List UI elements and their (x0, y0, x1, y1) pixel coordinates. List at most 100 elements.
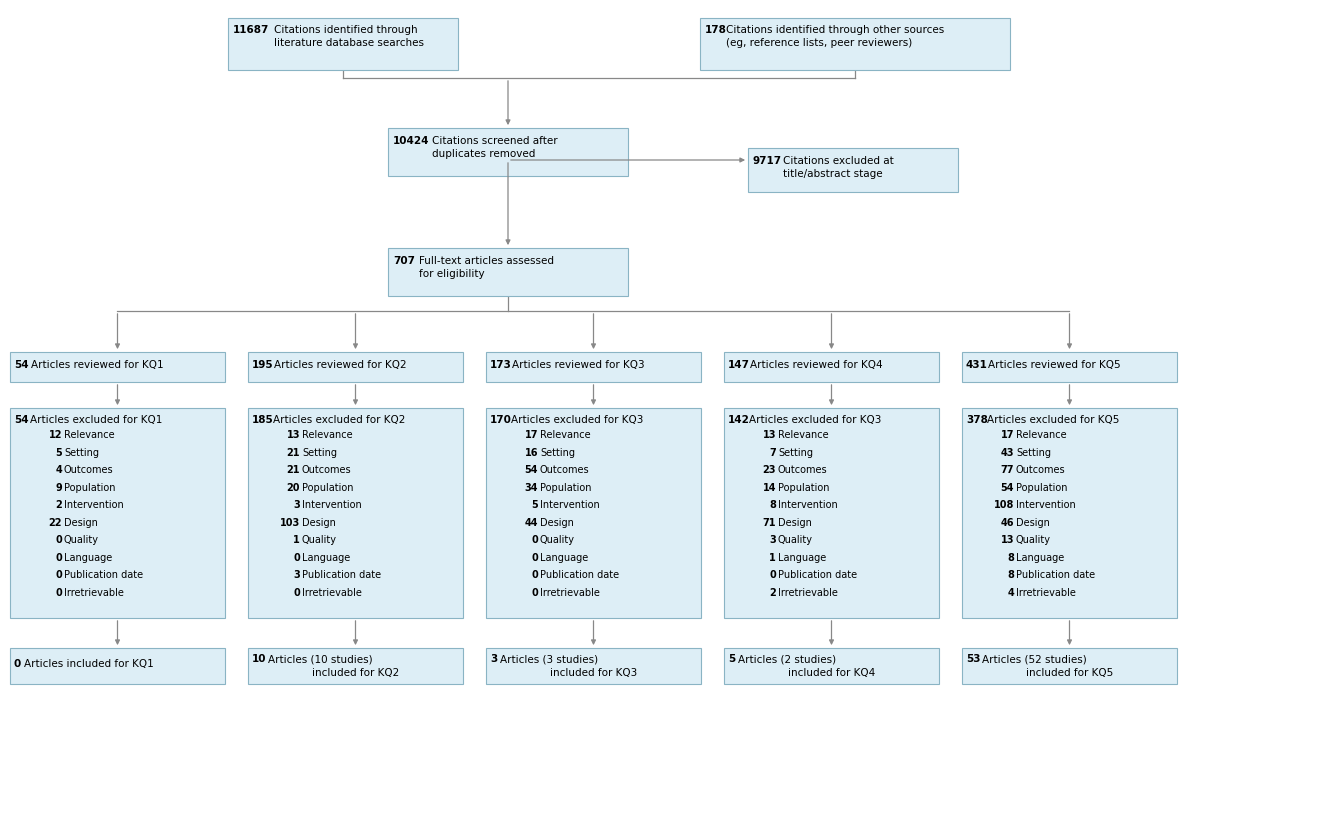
Text: Articles reviewed for KQ3: Articles reviewed for KQ3 (513, 360, 645, 370)
Text: Articles (3 studies): Articles (3 studies) (500, 654, 599, 664)
Text: 10424: 10424 (393, 136, 429, 146)
Text: (eg, reference lists, peer reviewers): (eg, reference lists, peer reviewers) (725, 38, 912, 48)
FancyBboxPatch shape (724, 408, 939, 618)
Text: 10: 10 (253, 654, 266, 664)
Text: Publication date: Publication date (778, 570, 858, 580)
Text: for eligibility: for eligibility (420, 269, 485, 279)
Text: 8: 8 (1007, 570, 1014, 580)
Text: 103: 103 (279, 517, 301, 528)
Text: Design: Design (1015, 517, 1050, 528)
Text: Publication date: Publication date (302, 570, 381, 580)
Text: 46: 46 (1001, 517, 1014, 528)
Text: 54: 54 (13, 360, 28, 370)
Text: 23: 23 (763, 465, 776, 475)
Text: Citations screened after: Citations screened after (432, 136, 557, 146)
Text: 3: 3 (293, 570, 301, 580)
Text: Intervention: Intervention (302, 500, 362, 510)
Text: 8: 8 (1007, 553, 1014, 563)
Text: Relevance: Relevance (540, 430, 591, 440)
Text: 7: 7 (770, 448, 776, 458)
Text: 3: 3 (770, 535, 776, 545)
Text: Citations excluded at: Citations excluded at (783, 156, 894, 166)
Text: Quality: Quality (1015, 535, 1051, 545)
Text: Articles excluded for KQ2: Articles excluded for KQ2 (274, 415, 406, 425)
Text: 17: 17 (1001, 430, 1014, 440)
Text: 195: 195 (253, 360, 274, 370)
Text: 0: 0 (293, 553, 301, 563)
FancyBboxPatch shape (248, 648, 464, 684)
Text: duplicates removed: duplicates removed (432, 149, 536, 159)
Text: Quality: Quality (64, 535, 99, 545)
Text: Quality: Quality (778, 535, 814, 545)
Text: 4: 4 (1007, 587, 1014, 597)
Text: Articles reviewed for KQ1: Articles reviewed for KQ1 (31, 360, 163, 370)
Text: Design: Design (778, 517, 812, 528)
Text: Relevance: Relevance (1015, 430, 1066, 440)
Text: Language: Language (540, 553, 588, 563)
Text: Setting: Setting (540, 448, 574, 458)
Text: title/abstract stage: title/abstract stage (783, 169, 883, 179)
Text: 77: 77 (1001, 465, 1014, 475)
Text: 2: 2 (770, 587, 776, 597)
Text: Irretrievable: Irretrievable (540, 587, 600, 597)
Text: 21: 21 (286, 465, 301, 475)
Text: 16: 16 (525, 448, 538, 458)
FancyBboxPatch shape (724, 648, 939, 684)
Text: 1: 1 (293, 535, 301, 545)
Text: 14: 14 (763, 482, 776, 492)
Text: 0: 0 (55, 553, 61, 563)
FancyBboxPatch shape (748, 148, 958, 192)
Text: 13: 13 (763, 430, 776, 440)
Text: included for KQ5: included for KQ5 (1026, 668, 1113, 678)
Text: Population: Population (64, 482, 115, 492)
Text: 4: 4 (55, 465, 61, 475)
Text: 71: 71 (763, 517, 776, 528)
Text: Outcomes: Outcomes (302, 465, 351, 475)
FancyBboxPatch shape (486, 408, 701, 618)
Text: Setting: Setting (64, 448, 99, 458)
FancyBboxPatch shape (228, 18, 458, 70)
Text: 9: 9 (55, 482, 61, 492)
Text: 0: 0 (293, 587, 301, 597)
Text: Citations identified through: Citations identified through (274, 25, 418, 35)
Text: Publication date: Publication date (1015, 570, 1096, 580)
FancyBboxPatch shape (9, 352, 224, 382)
Text: 54: 54 (13, 415, 28, 425)
Text: Setting: Setting (778, 448, 814, 458)
Text: Articles reviewed for KQ5: Articles reviewed for KQ5 (989, 360, 1121, 370)
FancyBboxPatch shape (700, 18, 1010, 70)
Text: 44: 44 (525, 517, 538, 528)
Text: Outcomes: Outcomes (64, 465, 114, 475)
Text: included for KQ4: included for KQ4 (788, 668, 875, 678)
Text: 1: 1 (770, 553, 776, 563)
Text: literature database searches: literature database searches (274, 38, 424, 48)
FancyBboxPatch shape (387, 248, 628, 296)
Text: Articles excluded for KQ3: Articles excluded for KQ3 (512, 415, 644, 425)
Text: Irretrievable: Irretrievable (778, 587, 838, 597)
FancyBboxPatch shape (962, 648, 1177, 684)
Text: 20: 20 (286, 482, 301, 492)
Text: Irretrievable: Irretrievable (1015, 587, 1075, 597)
Text: Articles excluded for KQ5: Articles excluded for KQ5 (987, 415, 1120, 425)
Text: 5: 5 (728, 654, 735, 664)
Text: 3: 3 (293, 500, 301, 510)
Text: Intervention: Intervention (778, 500, 838, 510)
Text: Articles (52 studies): Articles (52 studies) (982, 654, 1086, 664)
Text: Articles reviewed for KQ2: Articles reviewed for KQ2 (274, 360, 407, 370)
Text: Design: Design (302, 517, 335, 528)
FancyBboxPatch shape (486, 352, 701, 382)
Text: 13: 13 (1001, 535, 1014, 545)
Text: 5: 5 (532, 500, 538, 510)
Text: 8: 8 (770, 500, 776, 510)
Text: 0: 0 (532, 553, 538, 563)
FancyBboxPatch shape (962, 352, 1177, 382)
Text: 0: 0 (55, 587, 61, 597)
Text: 54: 54 (1001, 482, 1014, 492)
FancyBboxPatch shape (248, 352, 464, 382)
Text: Publication date: Publication date (64, 570, 143, 580)
Text: Full-text articles assessed: Full-text articles assessed (420, 256, 554, 266)
Text: Articles excluded for KQ3: Articles excluded for KQ3 (749, 415, 882, 425)
Text: Outcomes: Outcomes (540, 465, 589, 475)
Text: 0: 0 (532, 535, 538, 545)
Text: 0: 0 (770, 570, 776, 580)
